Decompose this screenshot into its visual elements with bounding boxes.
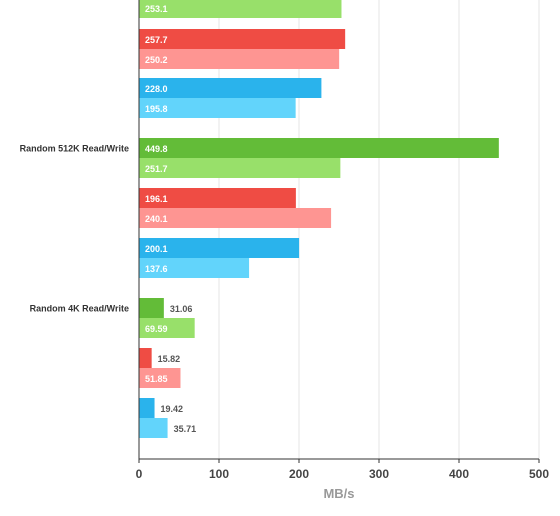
bar-value-label-0-3: 228.0	[145, 84, 168, 94]
bar-value-label-1-4: 200.1	[145, 244, 168, 254]
bar-value-label-2-4: 19.42	[161, 404, 184, 414]
x-tick-label-1: 100	[209, 467, 229, 481]
bar-value-label-2-3: 51.85	[145, 374, 168, 384]
bar-2-3	[139, 368, 181, 388]
bar-value-label-0-0: 253.1	[145, 4, 168, 14]
bar-1-3	[139, 208, 332, 228]
bar-2-4	[139, 398, 155, 418]
bar-0-0	[139, 0, 342, 18]
bar-value-label-1-0: 449.8	[145, 144, 168, 154]
bar-value-label-2-0: 31.06	[170, 304, 193, 314]
group-label-2: Random 4K Read/Write	[30, 304, 129, 314]
x-tick-label-0: 0	[136, 467, 143, 481]
x-axis-title: MB/s	[323, 486, 354, 501]
bar-2-5	[139, 418, 168, 438]
group-label-1: Random 512K Read/Write	[20, 144, 129, 154]
bar-1-5	[139, 258, 250, 278]
bar-0-3	[139, 78, 322, 98]
bar-2-1	[139, 318, 195, 338]
bar-value-label-0-2: 250.2	[145, 55, 168, 65]
bar-1-0	[139, 138, 499, 158]
bar-0-1	[139, 29, 346, 49]
bar-1-2	[139, 188, 296, 208]
bar-value-label-2-5: 35.71	[174, 424, 197, 434]
x-tick-label-3: 300	[369, 467, 389, 481]
bar-1-4	[139, 238, 300, 258]
bar-value-label-1-5: 137.6	[145, 264, 168, 274]
bar-2-0	[139, 298, 164, 318]
bar-value-label-1-2: 196.1	[145, 194, 168, 204]
bar-value-label-2-1: 69.59	[145, 324, 168, 334]
bar-value-label-2-2: 15.82	[158, 354, 181, 364]
bar-2-2	[139, 348, 152, 368]
bar-value-label-1-1: 251.7	[145, 164, 168, 174]
bar-0-4	[139, 98, 296, 118]
x-tick-label-4: 400	[449, 467, 469, 481]
x-tick-label-2: 200	[289, 467, 309, 481]
bar-value-label-0-4: 195.8	[145, 104, 168, 114]
bar-value-label-0-1: 257.7	[145, 35, 168, 45]
bar-0-2	[139, 49, 340, 69]
x-tick-label-5: 500	[529, 467, 549, 481]
bar-1-1	[139, 158, 341, 178]
bar-value-label-1-3: 240.1	[145, 214, 168, 224]
